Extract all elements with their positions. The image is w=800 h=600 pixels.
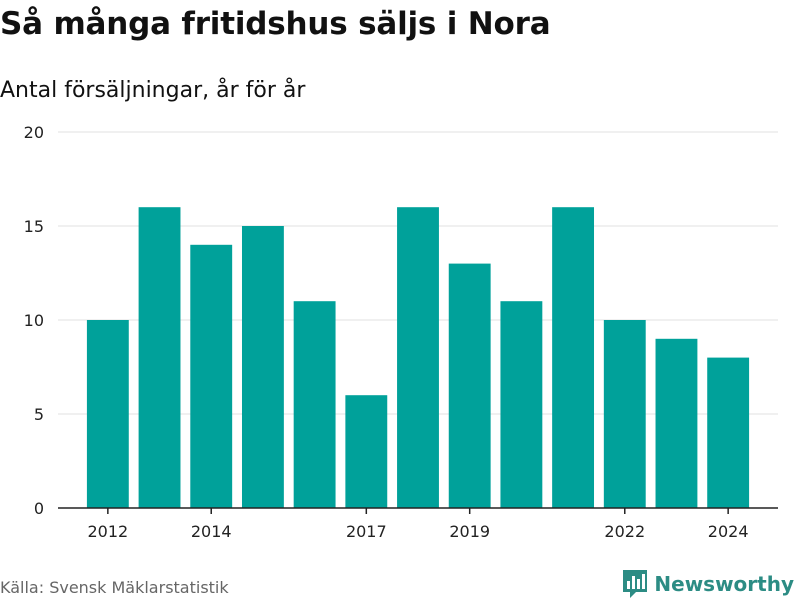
source-note: Källa: Svensk Mäklarstatistik	[0, 578, 229, 597]
axes: 0 5 10 15 20 2012 2014 2017 2019 2022 2024	[24, 123, 778, 541]
bar-2023[interactable]	[655, 338, 698, 508]
y-tick-label: 20	[24, 123, 44, 142]
x-tick-label: 2017	[346, 522, 387, 541]
bar-2013[interactable]	[138, 207, 181, 508]
chart-subtitle: Antal försäljningar, år för år	[0, 78, 306, 103]
y-tick-label: 5	[34, 405, 44, 424]
bar-2024[interactable]	[707, 357, 750, 508]
bar-2016[interactable]	[293, 301, 336, 508]
bar-2020[interactable]	[500, 301, 543, 508]
bar-2019[interactable]	[448, 263, 491, 508]
bar-2012[interactable]	[86, 320, 129, 508]
bar-2017[interactable]	[345, 395, 388, 508]
bar-chart-logo-icon	[623, 570, 648, 598]
bar-chart: 0 5 10 15 20 2012 2014 2017 2019 2022 2024	[24, 123, 778, 541]
brand-name: Newsworthy	[654, 572, 794, 596]
bar-2014[interactable]	[190, 244, 233, 509]
bar-2022[interactable]	[603, 320, 646, 508]
x-tick-label: 2019	[449, 522, 490, 541]
x-tick-label: 2022	[604, 522, 645, 541]
y-tick-label: 10	[24, 311, 44, 330]
bar-2021[interactable]	[552, 207, 595, 508]
bars	[86, 207, 750, 509]
x-tick-label: 2012	[87, 522, 128, 541]
bar-2015[interactable]	[241, 226, 284, 508]
y-tick-label: 15	[24, 217, 44, 236]
newsworthy-logo[interactable]: Newsworthy	[622, 568, 794, 600]
bar-2018[interactable]	[397, 207, 439, 508]
chart-title: Så många fritidshus säljs i Nora	[0, 6, 551, 42]
x-tick-label: 2024	[708, 522, 749, 541]
x-tick-label: 2014	[191, 522, 232, 541]
y-tick-label: 0	[34, 499, 44, 518]
